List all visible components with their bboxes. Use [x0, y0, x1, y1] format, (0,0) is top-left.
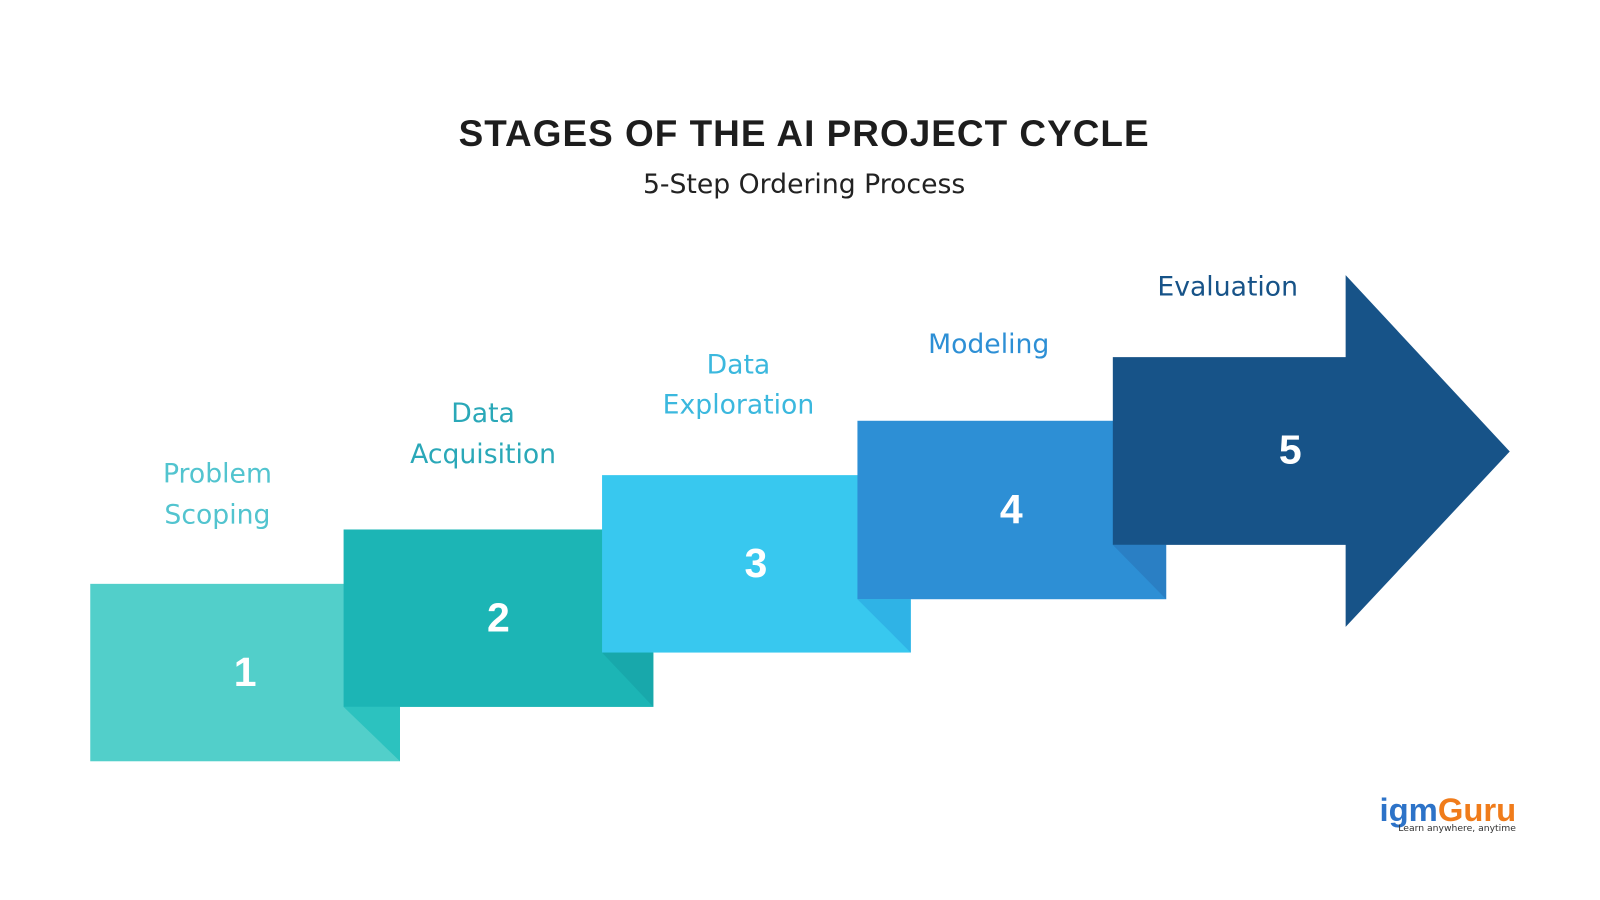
- step-label: Acquisition: [410, 439, 556, 470]
- fold: [857, 599, 911, 653]
- step-block: [343, 529, 654, 707]
- arrow: [1112, 275, 1510, 627]
- step-label: Evaluation: [1157, 272, 1298, 303]
- fold: [343, 706, 400, 762]
- title: STAGES OF THE AI PROJECT CYCLE: [459, 113, 1150, 154]
- step-label: Problem: [163, 458, 272, 489]
- step-label: Exploration: [663, 390, 815, 421]
- step-label: Data: [707, 350, 771, 381]
- step-label: Modeling: [928, 329, 1049, 360]
- step-number: 3: [744, 540, 767, 586]
- logo-part: Guru: [1438, 791, 1516, 828]
- step-number: 1: [234, 649, 257, 695]
- logo-tagline: Learn anywhere, anytime: [1398, 823, 1516, 834]
- step-number: 2: [487, 595, 510, 641]
- step-number: 4: [1000, 486, 1023, 532]
- fold: [1112, 544, 1167, 600]
- step-label: Data: [451, 398, 515, 429]
- step-number: 5: [1279, 426, 1302, 472]
- subtitle: 5-Step Ordering Process: [643, 169, 965, 200]
- logo-part: igm: [1379, 791, 1437, 828]
- step-label: Scoping: [164, 499, 270, 530]
- logo: igmGuru: [1379, 791, 1516, 828]
